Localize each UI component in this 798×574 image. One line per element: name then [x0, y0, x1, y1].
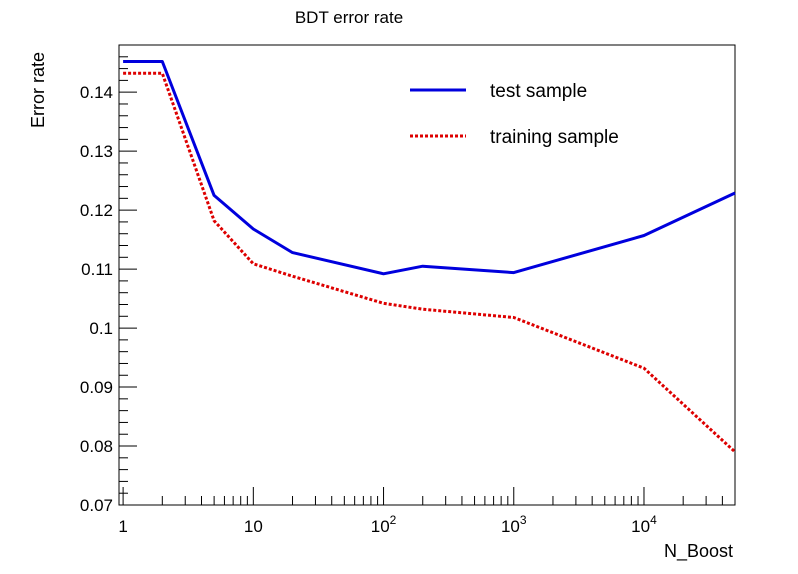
y-tick-label: 0.12	[80, 201, 113, 220]
x-axis-label: N_Boost	[664, 541, 733, 562]
y-tick-label: 0.08	[80, 437, 113, 456]
chart-title: BDT error rate	[295, 8, 403, 27]
series-line-test-sample	[123, 60, 736, 276]
x-tick-label: 10	[244, 517, 263, 536]
y-tick-label: 0.14	[80, 83, 113, 102]
y-tick-label: 0.07	[80, 496, 113, 515]
x-tick-label: 103	[501, 513, 527, 536]
legend: test sample training sample	[410, 81, 619, 148]
legend-label-test-sample: test sample	[490, 81, 587, 102]
y-axis-label: Error rate	[28, 52, 48, 128]
y-tick-label: 0.13	[80, 142, 113, 161]
x-tick-label: 1	[118, 517, 127, 536]
x-tick-label: 102	[371, 513, 397, 536]
legend-label-training-sample: training sample	[490, 127, 619, 148]
plot-frame	[118, 44, 736, 506]
series-lines	[123, 60, 737, 454]
y-tick-label: 0.09	[80, 378, 113, 397]
y-tick-label: 0.11	[81, 260, 113, 279]
x-tick-label: 104	[631, 513, 657, 536]
y-tick-label: 0.1	[89, 319, 113, 338]
axis-tick-labels: 0.07 0.08 0.09 0.1 0.11 0.12 0.13 0.14 1 10 102 103…	[80, 83, 657, 536]
axis-ticks	[119, 44, 736, 506]
series-line-training-sample	[123, 71, 737, 454]
